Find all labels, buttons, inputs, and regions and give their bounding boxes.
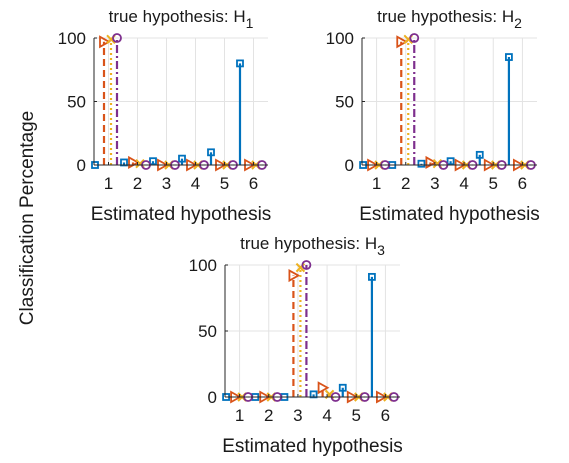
axes <box>93 37 268 166</box>
data-point <box>396 35 409 49</box>
x-tick-label: 2 <box>264 406 273 425</box>
data-point <box>207 148 215 157</box>
axes <box>224 264 400 398</box>
x-tick-label: 2 <box>133 174 142 193</box>
x-tick-label: 3 <box>293 406 302 425</box>
data-point <box>112 33 122 43</box>
data-point <box>446 157 455 166</box>
data-point <box>301 260 312 270</box>
data-point <box>505 53 513 61</box>
series-3 <box>237 262 393 402</box>
y-tick-label: 0 <box>345 156 354 175</box>
subplot-2: 1 2 3 4 5 6 0 50 100 Estimated hypothesis true hyp… <box>326 7 540 225</box>
data-point <box>99 35 111 49</box>
subplot-3: 1 2 3 4 5 6 0 50 100 Estimated hypothesis true hyp… <box>189 234 403 457</box>
y-tick-label: 100 <box>189 256 217 275</box>
data-point <box>236 59 244 68</box>
x-axis-label: Estimated hypothesis <box>222 436 403 457</box>
series-1 <box>222 272 376 401</box>
series-2 <box>99 35 256 172</box>
data-point <box>409 33 420 43</box>
grid <box>225 264 400 398</box>
x-tick-label: 6 <box>518 174 527 193</box>
y-tick-label: 50 <box>335 93 354 112</box>
data-point <box>417 159 426 168</box>
series-1 <box>359 53 513 169</box>
x-tick-label: 3 <box>162 174 171 193</box>
x-tick-label: 1 <box>104 174 113 193</box>
data-point <box>338 383 347 392</box>
x-tick-label: 3 <box>430 174 439 193</box>
x-tick-label: 4 <box>459 174 468 193</box>
x-tick-label: 5 <box>352 406 361 425</box>
data-point <box>317 381 330 395</box>
x-tick-label: 6 <box>249 174 258 193</box>
x-axis-label: Estimated hypothesis <box>359 204 540 225</box>
x-tick-label: 1 <box>235 406 244 425</box>
chart-title: true hypothesis: H1 <box>109 7 254 31</box>
x-tick-label: 1 <box>372 174 381 193</box>
series-2 <box>367 35 525 172</box>
title-subscript: 3 <box>377 242 385 258</box>
data-point <box>149 157 157 166</box>
series-3 <box>106 34 261 170</box>
y-tick-label: 50 <box>67 93 86 112</box>
series-1 <box>91 59 244 169</box>
data-point <box>178 154 186 163</box>
x-tick-label: 5 <box>489 174 498 193</box>
x-tick-label: 6 <box>381 406 390 425</box>
series-2 <box>230 269 388 404</box>
data-point <box>288 269 301 283</box>
x-tick-label: 4 <box>322 406 331 425</box>
axes <box>361 37 537 166</box>
y-tick-label: 0 <box>208 388 217 407</box>
grid <box>94 37 268 166</box>
y-tick-label: 100 <box>326 29 354 48</box>
y-tick-label: 100 <box>58 29 86 48</box>
chart-title: true hypothesis: H3 <box>240 234 385 258</box>
title-subscript: 2 <box>514 15 522 31</box>
data-point <box>368 272 376 281</box>
chart-title: true hypothesis: H2 <box>377 7 522 31</box>
y-tick-label: 0 <box>77 156 86 175</box>
title-subscript: 1 <box>246 15 254 31</box>
x-tick-label: 4 <box>191 174 200 193</box>
data-point <box>475 150 484 159</box>
x-tick-label: 2 <box>401 174 410 193</box>
figure-y-axis-label: Classification Percentage <box>17 111 38 325</box>
subplot-1: 1 2 3 4 5 6 0 50 100 Estimated hypothesis true hyp… <box>58 7 272 225</box>
x-axis-label: Estimated hypothesis <box>91 204 272 225</box>
x-tick-label: 5 <box>220 174 229 193</box>
y-tick-label: 50 <box>198 322 217 341</box>
grid <box>362 37 537 166</box>
